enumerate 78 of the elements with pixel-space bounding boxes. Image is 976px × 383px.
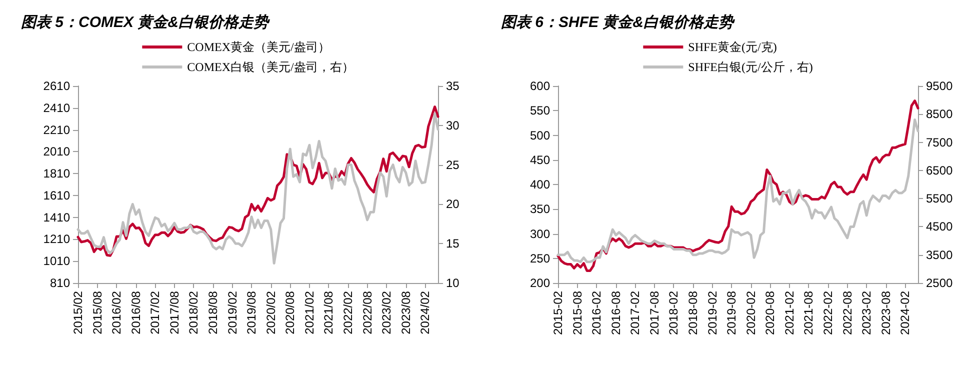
x-tick-label: 2023/02 [380,290,394,334]
y-tick-label: 250 [530,251,550,266]
y2-tick-label: 10 [446,276,460,290]
x-tick-label: 2016/02 [110,290,124,334]
chart-title: 图表 6：SHFE 黄金&白银价格走势 [501,14,736,31]
x-tick-label: 2021/02 [302,290,316,334]
x-tick-label: 2023/08 [398,290,413,334]
x-tick-label: 2021-02 [782,290,796,336]
x-tick-label: 2023-02 [860,290,874,336]
x-tick-label: 2023-08 [878,290,893,336]
y2-tick-label: 2500 [926,276,954,290]
y-tick-label: 1810 [43,166,70,181]
x-tick-label: 2020/08 [283,290,298,334]
x-tick-label: 2024/02 [418,290,432,334]
x-tick-label: 2017-08 [647,290,662,336]
x-tick-label: 2022-02 [821,290,835,336]
legend-label: SHFE黄金(元/克) [688,40,777,54]
x-tick-label: 2019/02 [225,290,240,334]
x-tick-label: 2018/02 [186,290,201,334]
y2-tick-label: 3500 [926,248,954,262]
y2-tick-label: 4500 [926,220,954,234]
y-tick-label: 2610 [43,79,70,93]
y-tick-label: 350 [530,202,550,216]
chart-title: 图表 5：COMEX 黄金&白银价格走势 [21,14,271,31]
x-tick-label: 2019-08 [724,290,739,336]
legend-label: SHFE白银(元/公斤，右) [688,60,813,74]
legend-label: COMEX黄金（美元/盎司） [187,40,330,54]
y-tick-label: 200 [530,276,550,290]
y-tick-label: 500 [530,128,550,142]
x-tick-label: 2021-08 [802,290,816,336]
x-tick-label: 2022/08 [360,290,374,334]
x-tick-label: 2015/02 [71,290,85,334]
y-tick-label: 810 [50,276,70,290]
x-tick-label: 2016-08 [608,290,623,336]
x-tick-label: 2019-02 [705,290,720,336]
x-tick-label: 2020-08 [763,290,778,336]
y2-tick-label: 15 [446,236,460,251]
x-tick-label: 2016/08 [128,290,143,334]
y-tick-label: 450 [530,152,550,167]
y2-tick-label: 30 [446,118,460,132]
y-tick-label: 300 [530,226,550,241]
legend-label: COMEX白银（美元/盎司，右） [187,60,354,74]
y-tick-label: 2410 [43,100,70,115]
y-tick-label: 1010 [43,254,70,268]
x-tick-label: 2020/02 [264,290,278,334]
x-tick-label: 2015-08 [570,290,584,336]
x-tick-label: 2018/08 [206,290,220,334]
x-tick-label: 2019/08 [244,290,259,334]
x-tick-label: 2018-08 [686,290,700,336]
x-tick-label: 2022/02 [341,290,355,334]
y2-tick-label: 9500 [926,79,954,93]
x-tick-label: 2017-02 [628,290,642,336]
x-tick-label: 2020-02 [744,290,758,336]
y-tick-label: 1210 [43,232,70,246]
x-tick-label: 2017/02 [148,290,162,334]
y2-tick-label: 6500 [926,163,954,178]
x-tick-label: 2015/08 [90,290,104,334]
y2-tick-label: 8500 [926,107,954,122]
x-tick-label: 2021/08 [322,290,336,334]
x-tick-label: 2024-02 [898,290,912,336]
x-tick-label: 2016-02 [590,290,604,336]
y2-tick-label: 7500 [926,135,954,150]
y-tick-label: 1610 [43,188,70,202]
x-tick-label: 2018-02 [666,290,681,336]
y2-tick-label: 35 [446,79,460,93]
y2-tick-label: 20 [446,197,460,212]
y2-tick-label: 5500 [926,192,954,206]
y-tick-label: 2210 [43,122,70,137]
x-tick-label: 2015-02 [551,290,565,336]
y-tick-label: 2010 [43,144,70,159]
x-tick-label: 2022-08 [840,290,854,336]
y-tick-label: 1410 [43,210,70,224]
x-tick-label: 2017/08 [167,290,182,334]
y2-tick-label: 25 [446,158,460,172]
y-tick-label: 550 [530,104,550,118]
y-tick-label: 400 [530,178,550,192]
y-tick-label: 600 [530,79,550,93]
line-series [556,118,920,264]
